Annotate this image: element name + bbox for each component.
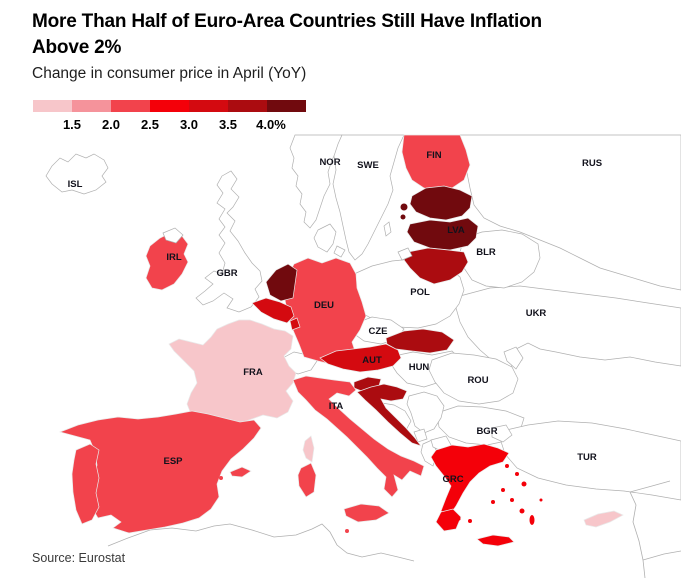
mideast-border <box>629 480 681 561</box>
legend-tick: 4.0% <box>256 117 286 132</box>
gotland-island <box>383 221 392 237</box>
country-mlt <box>345 529 349 533</box>
country-label-irl: IRL <box>166 252 182 263</box>
country-label-deu: DEU <box>314 300 334 311</box>
country-label-ita: ITA <box>329 401 344 412</box>
country-dnk <box>313 223 337 253</box>
legend-tick: 2.5 <box>141 117 159 132</box>
country-rus <box>459 134 681 291</box>
country-label-cze: CZE <box>369 326 388 337</box>
legend-tick: 3.0 <box>180 117 198 132</box>
country-tur-thrace <box>491 424 513 443</box>
sardinia <box>297 462 317 498</box>
legend-swatch <box>33 100 72 112</box>
country-label-pol: POL <box>410 287 430 298</box>
country-lva <box>406 217 479 251</box>
legend-colorbar: 1.5 2.0 2.5 3.0 3.5 4.0% <box>33 100 306 132</box>
country-label-blr: BLR <box>476 247 496 258</box>
legend-tick: 1.5 <box>63 117 81 132</box>
country-mda <box>503 346 524 370</box>
legend-swatch <box>228 100 267 112</box>
country-cyp <box>583 510 624 528</box>
country-gbr <box>195 170 263 313</box>
country-est <box>409 185 473 221</box>
corsica <box>302 435 315 463</box>
balearics <box>229 466 252 478</box>
country-grc <box>430 443 510 517</box>
crete <box>476 534 515 547</box>
source-note: Source: Eurostat <box>32 551 126 565</box>
peloponnese <box>435 508 462 532</box>
country-ukr <box>455 285 681 369</box>
chart-subtitle: Change in consumer price in April (YoY) <box>32 65 307 82</box>
country-label-hun: HUN <box>409 362 430 373</box>
africa-coastline <box>107 523 415 562</box>
country-rou <box>428 352 519 405</box>
country-label-aut: AUT <box>362 355 382 366</box>
country-label-tur: TUR <box>577 452 597 463</box>
country-nld <box>265 263 298 302</box>
country-lux <box>289 317 301 331</box>
legend-swatch <box>111 100 150 112</box>
legend-tick: 2.0 <box>102 117 120 132</box>
legend-swatch <box>72 100 111 112</box>
country-fin <box>401 134 471 193</box>
country-srb <box>406 391 445 434</box>
country-label-fra: FRA <box>243 367 263 378</box>
country-mne <box>413 428 428 443</box>
country-aut <box>319 343 402 373</box>
country-label-gbr: GBR <box>216 268 237 279</box>
country-prt <box>71 443 100 525</box>
balearics-small <box>219 476 223 480</box>
country-blr <box>459 229 541 289</box>
country-label-rou: ROU <box>467 375 488 386</box>
country-hrv <box>356 383 422 447</box>
sicily <box>343 503 390 523</box>
country-bel <box>251 297 295 324</box>
country-label-rus: RUS <box>582 158 602 169</box>
chart-title: More Than Half of Euro-Area Countries St… <box>32 11 542 58</box>
country-ita <box>292 375 425 498</box>
country-label-bgr: BGR <box>476 426 497 437</box>
country-nor <box>289 134 343 229</box>
country-label-esp: ESP <box>163 456 183 467</box>
country-label-grc: GRC <box>442 474 463 485</box>
est-islands <box>400 203 408 220</box>
country-tur <box>497 420 681 501</box>
country-label-ukr: UKR <box>526 308 547 319</box>
country-dnk-isles <box>333 245 346 258</box>
legend-tick: 3.5 <box>219 117 237 132</box>
country-ltu <box>403 247 469 285</box>
legend-swatch <box>267 100 306 112</box>
country-isl <box>45 153 109 195</box>
mideast-coastline <box>629 491 646 579</box>
country-label-swe: SWE <box>357 160 379 171</box>
northern-ireland <box>162 227 184 244</box>
country-fra <box>168 319 297 426</box>
country-label-lva: LVA <box>447 225 465 236</box>
legend-swatch <box>150 100 189 112</box>
country-label-isl: ISL <box>68 179 83 190</box>
country-label-nor: NOR <box>319 157 340 168</box>
legend-swatch <box>189 100 228 112</box>
greek-islands <box>457 455 543 525</box>
country-label-fin: FIN <box>426 150 441 161</box>
country-swe <box>332 134 405 261</box>
country-svk <box>385 328 455 354</box>
kaliningrad <box>397 247 413 261</box>
